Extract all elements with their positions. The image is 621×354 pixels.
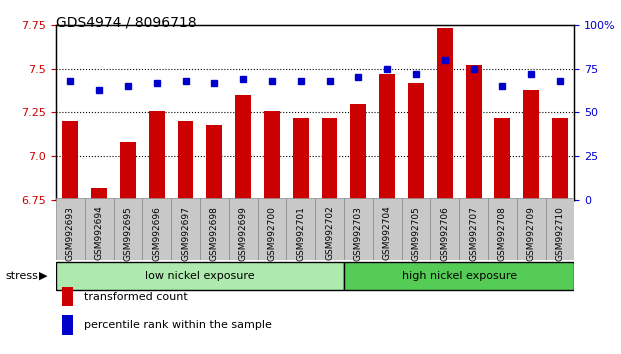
Bar [437,28,453,200]
Text: GSM992696: GSM992696 [152,206,161,261]
Bar [494,118,510,200]
FancyBboxPatch shape [56,262,344,290]
Bar [322,118,337,200]
FancyBboxPatch shape [517,198,546,260]
Text: GSM992698: GSM992698 [210,206,219,261]
Text: GSM992708: GSM992708 [498,206,507,261]
Bar [466,65,481,200]
FancyBboxPatch shape [142,198,171,260]
FancyBboxPatch shape [344,198,373,260]
Bar [379,74,395,200]
Text: GSM992701: GSM992701 [296,206,306,261]
FancyBboxPatch shape [56,198,84,260]
FancyBboxPatch shape [200,198,229,260]
Bar [149,111,165,200]
Bar [178,121,194,200]
Text: stress: stress [5,271,38,281]
Bar [350,104,366,200]
FancyBboxPatch shape [258,198,286,260]
Bar [235,95,251,200]
Text: percentile rank within the sample: percentile rank within the sample [84,320,272,330]
Text: GSM992699: GSM992699 [238,206,248,261]
Text: GSM992700: GSM992700 [268,206,276,261]
Text: GSM992702: GSM992702 [325,206,334,261]
FancyBboxPatch shape [344,262,574,290]
Text: high nickel exposure: high nickel exposure [402,271,517,281]
Bar [91,188,107,200]
FancyBboxPatch shape [229,198,258,260]
Text: GSM992704: GSM992704 [383,206,392,261]
Text: GSM992697: GSM992697 [181,206,190,261]
Text: transformed count: transformed count [84,292,188,302]
Bar [293,118,309,200]
Bar [62,121,78,200]
Text: low nickel exposure: low nickel exposure [145,271,255,281]
FancyBboxPatch shape [430,198,459,260]
FancyBboxPatch shape [84,198,114,260]
FancyBboxPatch shape [402,198,430,260]
Text: GSM992694: GSM992694 [94,206,104,261]
Bar [552,118,568,200]
FancyBboxPatch shape [114,198,142,260]
Text: GDS4974 / 8096718: GDS4974 / 8096718 [56,16,196,30]
FancyBboxPatch shape [459,198,488,260]
FancyBboxPatch shape [373,198,402,260]
Bar [524,90,539,200]
Text: ▶: ▶ [39,271,48,281]
FancyBboxPatch shape [286,198,315,260]
FancyBboxPatch shape [171,198,200,260]
Bar [120,142,136,200]
Bar [408,82,424,200]
Text: GSM992703: GSM992703 [354,206,363,261]
Text: GSM992707: GSM992707 [469,206,478,261]
FancyBboxPatch shape [315,198,344,260]
Text: GSM992710: GSM992710 [556,206,564,261]
Text: GSM992705: GSM992705 [412,206,420,261]
Text: GSM992709: GSM992709 [527,206,536,261]
FancyBboxPatch shape [488,198,517,260]
Text: GSM992706: GSM992706 [440,206,449,261]
Text: GSM992695: GSM992695 [124,206,132,261]
FancyBboxPatch shape [546,198,574,260]
Bar [264,111,280,200]
Bar [206,125,222,200]
Text: GSM992693: GSM992693 [66,206,75,261]
